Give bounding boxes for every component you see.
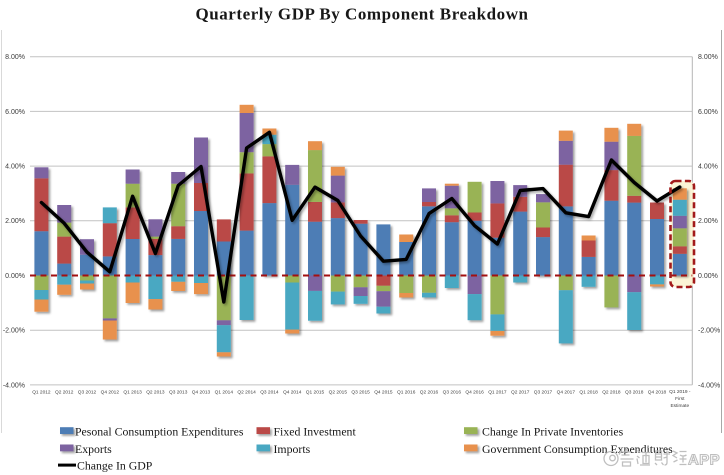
svg-text:Q2 2013: Q2 2013 xyxy=(146,390,165,396)
svg-text:Q4 2018: Q4 2018 xyxy=(648,390,667,396)
svg-text:4.00%: 4.00% xyxy=(698,164,718,171)
svg-text:-2.00%: -2.00% xyxy=(698,328,720,335)
svg-text:Imports: Imports xyxy=(274,442,311,456)
svg-text:Q3 2016: Q3 2016 xyxy=(443,390,462,396)
svg-text:-4.00%: -4.00% xyxy=(698,382,720,389)
svg-text:Q2 2014: Q2 2014 xyxy=(237,390,256,396)
svg-text:Q2 2016: Q2 2016 xyxy=(420,390,439,396)
svg-text:8.00%: 8.00% xyxy=(5,54,25,61)
svg-text:Exports: Exports xyxy=(75,442,112,456)
svg-text:Q2 2018: Q2 2018 xyxy=(602,390,621,396)
svg-text:Q4 2012: Q4 2012 xyxy=(101,390,120,396)
svg-text:Q4 2014: Q4 2014 xyxy=(283,390,302,396)
svg-text:Q1 2012: Q1 2012 xyxy=(32,390,51,396)
svg-text:Q2 2017: Q2 2017 xyxy=(511,390,530,396)
svg-text:Q3 2012: Q3 2012 xyxy=(78,390,97,396)
svg-text:Q1 2017: Q1 2017 xyxy=(488,390,507,396)
svg-text:Q3 2018: Q3 2018 xyxy=(625,390,644,396)
svg-text:Q4 2017: Q4 2017 xyxy=(557,390,576,396)
svg-text:Q1 2019 -: Q1 2019 - xyxy=(669,389,691,395)
svg-text:Pesonal Consumption Expenditur: Pesonal Consumption Expenditures xyxy=(75,425,244,439)
svg-text:2.00%: 2.00% xyxy=(698,218,718,225)
svg-text:Q1 2014: Q1 2014 xyxy=(215,390,234,396)
svg-text:First: First xyxy=(675,396,685,402)
svg-text:Q1 2015: Q1 2015 xyxy=(306,390,325,396)
svg-text:Estimate: Estimate xyxy=(670,403,689,409)
svg-text:Q4 2016: Q4 2016 xyxy=(465,390,484,396)
svg-text:8.00%: 8.00% xyxy=(698,54,718,61)
svg-text:-2.00%: -2.00% xyxy=(3,328,25,335)
svg-text:Q3 2014: Q3 2014 xyxy=(260,390,279,396)
svg-text:Q3 2015: Q3 2015 xyxy=(351,390,370,396)
svg-text:0.00%: 0.00% xyxy=(5,273,25,280)
svg-text:Fixed Investment: Fixed Investment xyxy=(274,425,357,439)
svg-text:Q2 2012: Q2 2012 xyxy=(55,390,74,396)
svg-text:4.00%: 4.00% xyxy=(5,164,25,171)
svg-text:Q1 2018: Q1 2018 xyxy=(579,390,598,396)
svg-text:Q4 2015: Q4 2015 xyxy=(374,390,393,396)
svg-text:Quarterly GDP By Component Bre: Quarterly GDP By Component Breakdown xyxy=(195,5,528,24)
svg-text:-4.00%: -4.00% xyxy=(3,382,25,389)
svg-text:Q3 2017: Q3 2017 xyxy=(534,390,553,396)
svg-text:0.00%: 0.00% xyxy=(698,273,718,280)
svg-text:Change In GDP: Change In GDP xyxy=(77,458,153,472)
svg-text:6.00%: 6.00% xyxy=(5,109,25,116)
svg-text:Government Consumption Expendi: Government Consumption Expenditures xyxy=(482,442,673,456)
svg-text:Change In Private Inventories: Change In Private Inventories xyxy=(482,425,624,439)
svg-text:2.00%: 2.00% xyxy=(5,218,25,225)
svg-text:Q1 2016: Q1 2016 xyxy=(397,390,416,396)
svg-text:Q4 2013: Q4 2013 xyxy=(192,390,211,396)
svg-text:Q3 2013: Q3 2013 xyxy=(169,390,188,396)
svg-text:6.00%: 6.00% xyxy=(698,109,718,116)
svg-text:APP: APP xyxy=(688,452,720,469)
svg-text:Q2 2015: Q2 2015 xyxy=(329,390,348,396)
svg-text:Q1 2013: Q1 2013 xyxy=(123,390,142,396)
